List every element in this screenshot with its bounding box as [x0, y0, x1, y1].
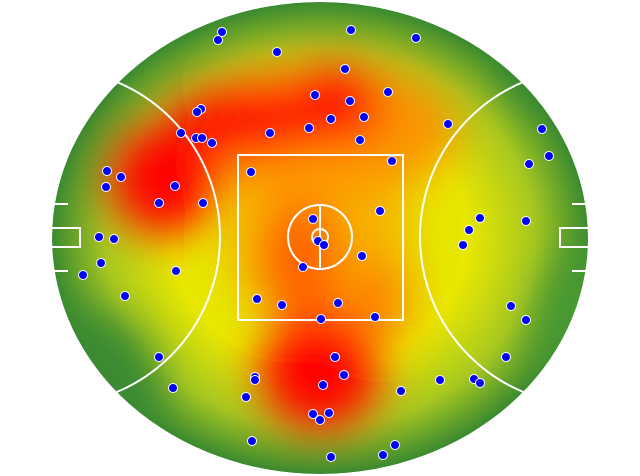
point	[316, 314, 326, 324]
point	[506, 301, 516, 311]
point	[207, 138, 217, 148]
point	[246, 167, 256, 177]
point	[318, 380, 328, 390]
point	[109, 234, 119, 244]
point	[326, 114, 336, 124]
point	[501, 352, 511, 362]
point	[250, 375, 260, 385]
point	[359, 112, 369, 122]
point	[330, 352, 340, 362]
point	[355, 135, 365, 145]
point	[96, 258, 106, 268]
point	[370, 312, 380, 322]
point	[475, 213, 485, 223]
point	[78, 270, 88, 280]
point	[252, 294, 262, 304]
point	[315, 415, 325, 425]
point	[170, 181, 180, 191]
point	[308, 409, 318, 419]
point	[339, 370, 349, 380]
point	[521, 315, 531, 325]
point	[102, 166, 112, 176]
point	[298, 262, 308, 272]
point	[213, 35, 223, 45]
point	[310, 90, 320, 100]
point	[333, 298, 343, 308]
point	[101, 182, 111, 192]
point	[458, 240, 468, 250]
point	[154, 198, 164, 208]
point	[346, 25, 356, 35]
point	[120, 291, 130, 301]
point	[94, 232, 104, 242]
point	[411, 33, 421, 43]
point	[524, 159, 534, 169]
point	[198, 198, 208, 208]
point	[176, 128, 186, 138]
point	[326, 452, 336, 462]
points	[78, 25, 554, 462]
point	[396, 386, 406, 396]
point	[387, 156, 397, 166]
point	[171, 266, 181, 276]
point	[475, 378, 485, 388]
point	[435, 375, 445, 385]
point	[537, 124, 547, 134]
point	[357, 251, 367, 261]
point	[544, 151, 554, 161]
point	[197, 133, 207, 143]
point	[304, 123, 314, 133]
point	[241, 392, 251, 402]
point	[521, 216, 531, 226]
point	[277, 300, 287, 310]
point	[383, 87, 393, 97]
point	[308, 214, 318, 224]
point	[378, 450, 388, 460]
point	[247, 436, 257, 446]
point	[340, 64, 350, 74]
point	[272, 47, 282, 57]
point	[154, 352, 164, 362]
point	[265, 128, 275, 138]
point	[390, 440, 400, 450]
point	[116, 172, 126, 182]
point	[192, 107, 202, 117]
point	[319, 240, 329, 250]
point	[375, 206, 385, 216]
point	[217, 27, 227, 37]
point	[443, 119, 453, 129]
point	[168, 383, 178, 393]
point	[324, 408, 334, 418]
point	[464, 225, 474, 235]
point	[345, 96, 355, 106]
